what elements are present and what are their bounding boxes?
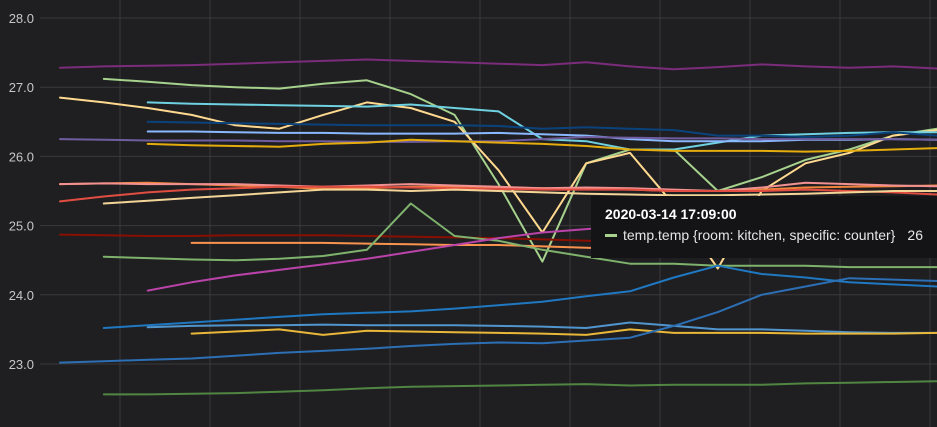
series-line[interactable] bbox=[59, 185, 937, 203]
series-line[interactable] bbox=[59, 181, 937, 192]
series-line[interactable] bbox=[102, 77, 937, 263]
series-line[interactable] bbox=[146, 101, 937, 151]
series-line[interactable] bbox=[146, 138, 937, 153]
tooltip-series-row: temp.temp {room: kitchen, specific: coun… bbox=[605, 227, 923, 243]
series-color-swatch bbox=[605, 233, 617, 237]
y-tick-label: 26.0 bbox=[9, 149, 34, 164]
tooltip-series-label: temp.temp {room: kitchen, specific: coun… bbox=[623, 227, 896, 243]
series-line[interactable] bbox=[102, 202, 937, 269]
series-line[interactable] bbox=[190, 328, 937, 336]
y-tick-label: 28.0 bbox=[9, 11, 34, 26]
y-axis: 28.0 27.0 26.0 25.0 24.0 23.0 bbox=[9, 11, 34, 372]
series-line[interactable] bbox=[59, 58, 937, 71]
tooltip-time: 2020-03-14 17:09:00 bbox=[605, 206, 737, 222]
series-line[interactable] bbox=[102, 264, 937, 329]
series-line[interactable] bbox=[146, 321, 937, 334]
y-tick-label: 27.0 bbox=[9, 80, 34, 95]
hover-tooltip: 2020-03-14 17:09:00 temp.temp {room: kit… bbox=[591, 196, 937, 258]
series-line[interactable] bbox=[59, 96, 937, 270]
series-line[interactable] bbox=[102, 380, 937, 396]
y-tick-label: 25.0 bbox=[9, 219, 34, 234]
y-tick-label: 23.0 bbox=[9, 357, 34, 372]
y-tick-label: 24.0 bbox=[9, 288, 34, 303]
tooltip-value: 26 bbox=[907, 227, 923, 243]
series-line[interactable] bbox=[59, 277, 937, 364]
series-line[interactable] bbox=[59, 136, 937, 143]
series-line[interactable] bbox=[146, 120, 937, 138]
series-line[interactable] bbox=[102, 188, 937, 205]
